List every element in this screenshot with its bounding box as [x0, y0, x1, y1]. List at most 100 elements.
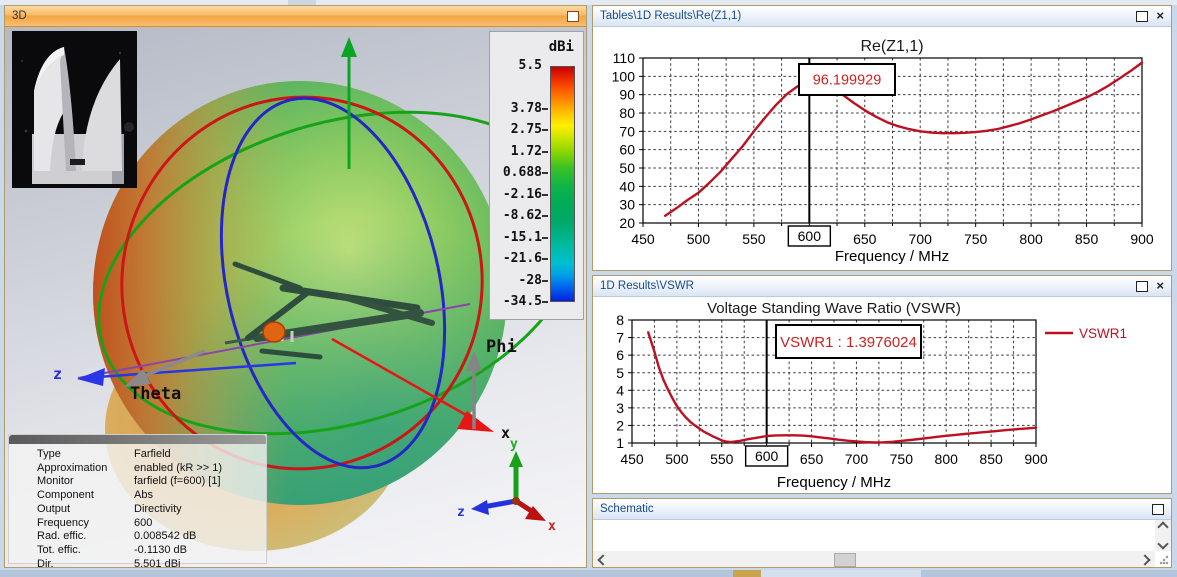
y-tick-label: 110 [613, 50, 636, 66]
y-tick-label: 70 [619, 123, 635, 139]
info-value: 5.501 dBi [134, 557, 181, 567]
x-tick-label: 750 [890, 451, 914, 467]
colorbar-tick-label: -2.16 [502, 186, 542, 202]
colorbar-unit-label: dBi [548, 39, 574, 55]
maximize-icon[interactable] [1136, 280, 1149, 292]
farfield-3d-scene[interactable]: Theta Phi x z y z x [5, 27, 586, 567]
panel-vswr-title: 1D Results\VSWR [600, 280, 694, 292]
y-tick-label: 90 [619, 87, 635, 103]
farfield-info-overlay: Type Farfield Approximation enabled (kR >> … [8, 434, 267, 567]
vertical-scrollbar[interactable] [1155, 520, 1171, 551]
close-icon[interactable]: × [1156, 278, 1164, 293]
y-tick-label: 7 [616, 330, 624, 346]
rez11-chart[interactable]: Re(Z1,1) 450 500 550 650 700 750 800 850 900 20 30 4… [593, 27, 1171, 270]
phi-label: Phi [486, 337, 517, 357]
scroll-up-icon[interactable] [1157, 521, 1169, 533]
y-tick-label: 100 [612, 68, 636, 84]
x-tick-label: 700 [909, 231, 933, 247]
x-axis-label: Frequency / MHz [835, 248, 949, 265]
info-label: Approximation [37, 461, 108, 474]
x-tick-label: 900 [1130, 231, 1154, 247]
x-tick-label: 550 [742, 231, 766, 247]
colorbar-tick-label: 2.75 [510, 122, 542, 138]
z-axis-label: z [53, 365, 62, 383]
x-tick-label: 650 [800, 451, 824, 467]
y-tick-label: 2 [616, 417, 624, 433]
resize-grip[interactable] [1159, 555, 1169, 565]
colorbar-tick [542, 107, 548, 110]
colorbar-tick [542, 301, 548, 303]
top-edge-strip [0, 0, 1177, 5]
panel-vswr: 1D Results\VSWR × Voltage Standing Wave … [592, 275, 1172, 494]
info-row: Component Abs [37, 489, 222, 503]
x-tick-label: 650 [853, 231, 877, 247]
panel-vswr-titlebar[interactable]: 1D Results\VSWR × [593, 276, 1171, 297]
colorbar-tick [542, 236, 548, 239]
colorbar-tick [542, 258, 548, 261]
x-tick-label: 850 [1075, 231, 1099, 247]
info-label: Component [37, 489, 94, 502]
x-tick-label: 800 [935, 451, 959, 467]
panel-rez11-titlebar[interactable]: Tables\1D Results\Re(Z1,1) × [593, 6, 1171, 27]
close-icon[interactable]: × [1156, 8, 1164, 23]
antenna-preview-image [12, 31, 137, 188]
colorbar-tick [542, 150, 548, 153]
marker-tick-box [787, 225, 832, 247]
colorbar-tick-label: -28 [518, 272, 542, 288]
info-label: Tot. effic. [37, 543, 81, 556]
antenna-model [224, 261, 435, 360]
farfield-info-table: Type Farfield Approximation enabled (kR >> … [37, 448, 222, 567]
scrollbar-thumb[interactable] [834, 553, 856, 567]
scroll-down-icon[interactable] [1157, 538, 1169, 550]
y-tick-label: 4 [616, 382, 624, 398]
horizontal-scrollbar[interactable] [593, 551, 1155, 567]
y-tick-label: 80 [619, 105, 635, 121]
colorbar-tick-label: -21.6 [502, 251, 542, 267]
3d-viewport[interactable]: Theta Phi x z y z x [5, 27, 586, 567]
scroll-right-icon[interactable] [1139, 554, 1151, 566]
x-tick-label: 750 [964, 231, 988, 247]
marker-value-box [775, 324, 922, 359]
blue-axis-circle [219, 96, 447, 470]
marker-value-label: 96.199929 [813, 73, 882, 89]
info-value: Farfield [134, 448, 171, 460]
info-value: 0.008542 dB [134, 530, 197, 543]
marker-tick-label: 600 [755, 448, 779, 464]
marker-value-box [798, 63, 896, 96]
x-tick-label: 800 [1019, 231, 1043, 247]
info-value: enabled (kR >> 1) [134, 461, 223, 474]
scroll-left-icon[interactable] [597, 554, 609, 566]
theta-arrow [138, 349, 206, 380]
chart-title: Re(Z1,1) [860, 38, 923, 55]
x-tick-label: 450 [620, 451, 644, 467]
theta-label: Theta [130, 384, 181, 404]
schematic-canvas[interactable] [593, 520, 1171, 567]
panel-schematic-titlebar[interactable]: Schematic [593, 499, 1171, 520]
x-tick-label: 900 [1024, 451, 1048, 467]
marker-tick-box [744, 445, 789, 467]
maximize-icon[interactable] [567, 10, 579, 22]
info-value: Abs [134, 489, 153, 502]
orientation-triad: y z x [457, 437, 556, 534]
panel-rez11-title: Tables\1D Results\Re(Z1,1) [600, 10, 742, 22]
info-value: -0.1130 dB [134, 543, 188, 556]
info-label: Monitor [37, 475, 74, 488]
info-row: Rad. effic. 0.008542 dB [37, 530, 222, 544]
panel-3d-titlebar[interactable]: 3D [5, 6, 586, 27]
maximize-icon[interactable] [1136, 10, 1149, 22]
y-tick-label: 50 [619, 160, 635, 176]
maximize-icon[interactable] [1152, 503, 1164, 515]
bottom-edge-strip [0, 570, 1177, 577]
z-axis-arrow [96, 361, 297, 379]
colorbar-tick [542, 172, 548, 175]
vswr-chart[interactable]: Voltage Standing Wave Ratio (VSWR) 450 500… [593, 297, 1171, 493]
chart-title: Voltage Standing Wave Ratio (VSWR) [707, 300, 961, 317]
info-overlay-grip[interactable] [9, 435, 266, 444]
info-row: Type Farfield [37, 448, 222, 462]
triad-z-label: z [457, 505, 465, 520]
colorbar-tick-label: -34.5 [502, 294, 542, 309]
y-tick-label: 40 [619, 178, 635, 194]
red-axis-circle [120, 95, 484, 471]
info-label: Rad. effic. [37, 530, 87, 543]
